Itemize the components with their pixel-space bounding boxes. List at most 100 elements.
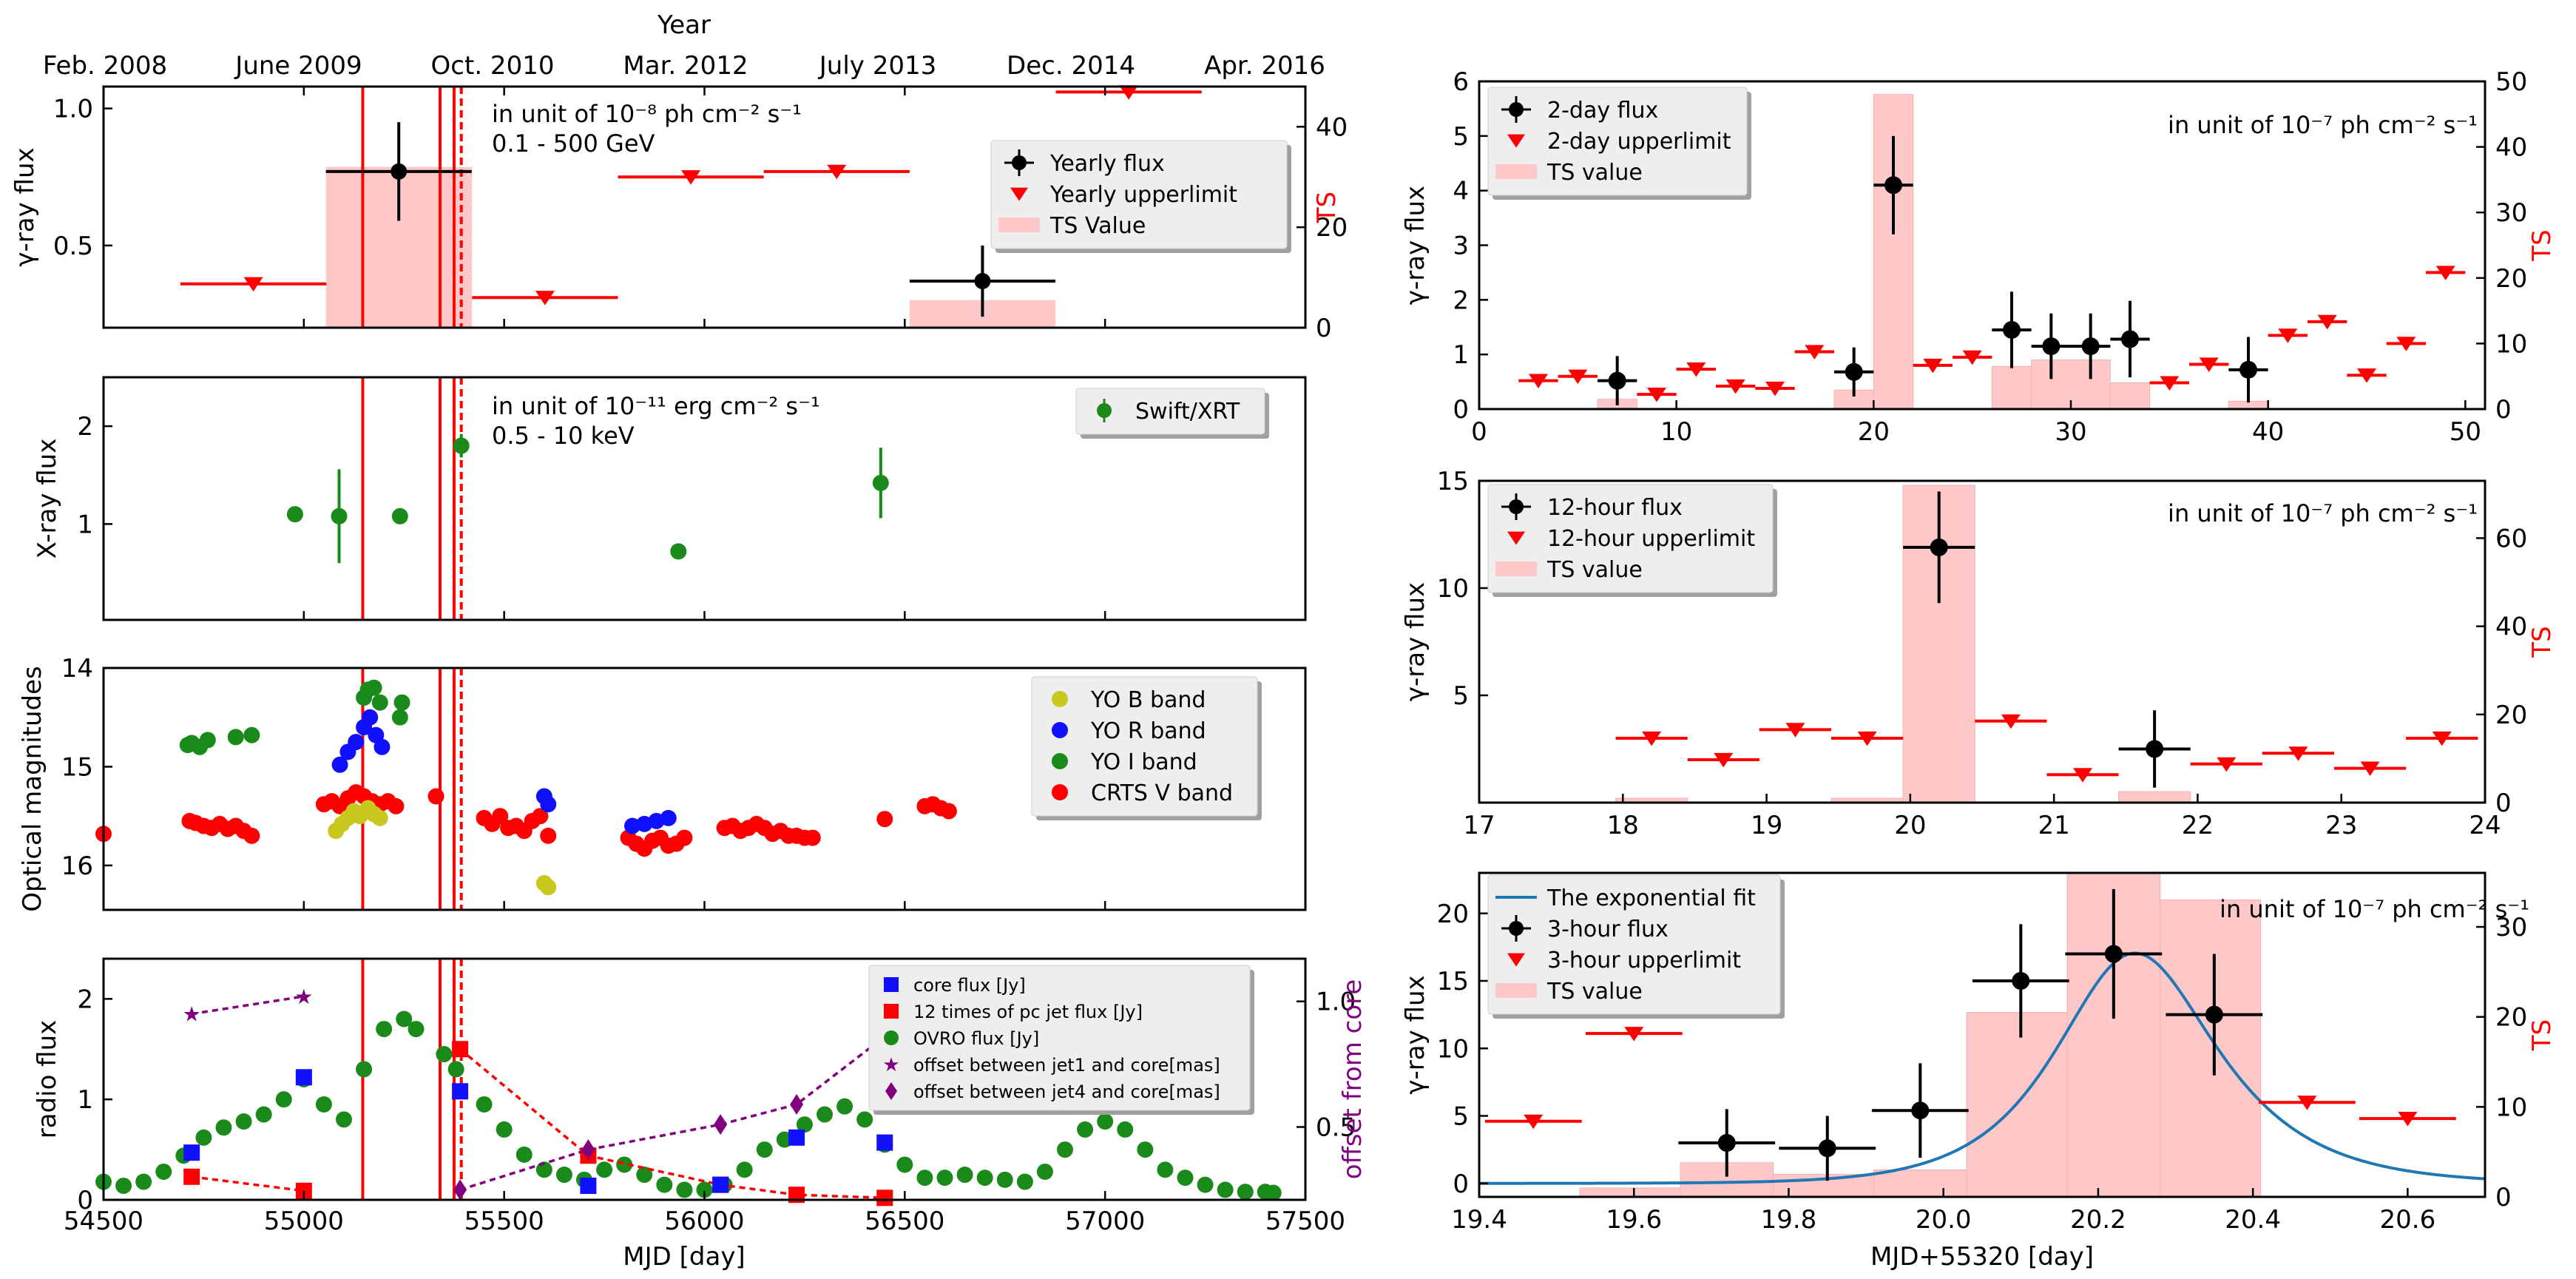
yearly-flux-point-0 bbox=[391, 163, 408, 180]
optical-i-point-8 bbox=[365, 679, 382, 696]
twoday-flux-point-1 bbox=[1845, 362, 1863, 381]
threehour-flux-point-2 bbox=[1911, 1101, 1930, 1120]
radio-ovro-point-53 bbox=[1157, 1161, 1174, 1178]
radio-legend-box bbox=[868, 965, 1251, 1111]
threehour-legend-box bbox=[1487, 874, 1781, 1015]
twoday-flux-point-0 bbox=[1608, 371, 1626, 390]
twoday-left-tick-label-6: 6 bbox=[1453, 67, 1469, 97]
radio-legend-icon-jet4 bbox=[885, 1082, 897, 1100]
radio-ovro-point-48 bbox=[1057, 1141, 1073, 1158]
threehour-right-tick-label-0: 0 bbox=[2495, 1183, 2512, 1212]
year-tick-2: Oct. 2010 bbox=[431, 51, 555, 81]
yearly-right-tick-label-2: 40 bbox=[1316, 112, 1348, 142]
radio-ylabel: radio flux bbox=[33, 1020, 62, 1139]
radio-core-flux-point-3 bbox=[580, 1177, 597, 1194]
twelve-hour-panel: 5 10 15 0 20 40 60 17 18 19 20 21 22 23 24 γ-ray flux TS… bbox=[1401, 467, 2557, 840]
radio-ovro-point-19 bbox=[476, 1096, 493, 1113]
twoday-legend-label-1: 2-day upperlimit bbox=[1547, 129, 1731, 155]
threehour-legend-label-0: The exponential fit bbox=[1546, 885, 1756, 911]
mjd-tick-4: 56500 bbox=[865, 1207, 944, 1236]
radio-legend-icon-jet1: ★ bbox=[882, 1054, 899, 1076]
threehour-legend-icon-flux bbox=[1509, 921, 1524, 936]
optical-r-point-12 bbox=[660, 809, 677, 826]
twoday-y2label: TS bbox=[2527, 229, 2557, 261]
twelvehour-upperlimit-marker-1 bbox=[1714, 752, 1734, 768]
twelvehour-left-tick-label-2: 15 bbox=[1437, 467, 1469, 496]
mjd-tick-6: 57500 bbox=[1265, 1207, 1345, 1236]
yearly-legend-box bbox=[990, 140, 1288, 249]
radio-ovro-point-56 bbox=[1217, 1181, 1234, 1198]
yearly-legend-icon-flux bbox=[1012, 155, 1027, 170]
radio-legend-label-4: offset between jet4 and core[mas] bbox=[913, 1081, 1220, 1102]
twoday-left-tick-label-1: 1 bbox=[1453, 340, 1469, 370]
radio-left-tick-label-1: 1 bbox=[77, 1085, 93, 1115]
twoday-upperlimit-marker-11 bbox=[2278, 328, 2298, 343]
radio-legend-label-0: core flux [Jy] bbox=[913, 975, 1026, 996]
radio-ovro-point-27 bbox=[636, 1167, 653, 1184]
twoday-right-tick-label-0: 0 bbox=[2495, 395, 2512, 425]
twelvehour-ylabel: γ-ray flux bbox=[1401, 582, 1430, 701]
radio-left-tick-label-0: 0 bbox=[77, 1186, 93, 1215]
twelvehour-left-tick-label-0: 5 bbox=[1453, 681, 1469, 711]
threehour-x-tick-label-3: 20.0 bbox=[1916, 1205, 1972, 1235]
mjd-tick-0: 54500 bbox=[64, 1207, 143, 1236]
threehour-legend-label-3: TS value bbox=[1546, 979, 1643, 1005]
threehour-right-tick-label-2: 20 bbox=[2495, 1003, 2527, 1033]
radio-offset-jet4-point-0 bbox=[453, 1179, 467, 1201]
twelvehour-flux-point-0 bbox=[1930, 538, 1948, 556]
radio-ovro-point-55 bbox=[1197, 1176, 1214, 1193]
twelvehour-right-tick-label-2: 40 bbox=[2495, 612, 2527, 642]
xray-point-3 bbox=[453, 437, 470, 454]
threehour-legend-icon-ts bbox=[1495, 983, 1537, 998]
radio-legend-label-3: offset between jet1 and core[mas] bbox=[913, 1055, 1220, 1076]
threehour-legend-label-1: 3-hour flux bbox=[1547, 917, 1669, 942]
optical-i-point-5 bbox=[243, 726, 260, 743]
radio-offset-jet1-line bbox=[191, 995, 305, 1016]
radio-ovro-point-1 bbox=[115, 1177, 132, 1194]
radio-ovro-point-37 bbox=[836, 1098, 853, 1115]
optical-v-point-54 bbox=[940, 803, 957, 820]
radio-ovro-point-52 bbox=[1137, 1141, 1154, 1158]
twelvehour-upperlimit-marker-2 bbox=[1785, 723, 1805, 738]
optical-i-point-9 bbox=[371, 694, 388, 711]
radio-ovro-point-49 bbox=[1077, 1121, 1094, 1138]
twelvehour-upperlimit-marker-0 bbox=[1642, 731, 1662, 746]
twoday-upperlimit-marker-14 bbox=[2396, 337, 2416, 351]
threehour-x-tick-label-5: 20.4 bbox=[2225, 1205, 2281, 1235]
radio-y2label: offset from core bbox=[1338, 979, 1368, 1180]
radio-jet-flux-line-early bbox=[191, 1175, 305, 1192]
twelvehour-upperlimit-marker-8 bbox=[2360, 761, 2380, 776]
xray-point-4 bbox=[670, 543, 687, 560]
xray-point-0 bbox=[286, 506, 303, 523]
threehour-y2label: TS bbox=[2527, 1019, 2557, 1051]
threehour-upperlimit-marker-3 bbox=[2398, 1112, 2418, 1127]
optical-v-point-28 bbox=[532, 808, 549, 825]
threehour-upperlimit-marker-1 bbox=[1624, 1027, 1644, 1042]
radio-ovro-point-47 bbox=[1036, 1163, 1053, 1180]
yearly-upperlimit-marker-4 bbox=[1119, 85, 1139, 100]
year-tick-1: June 2009 bbox=[234, 51, 362, 81]
radio-ovro-point-38 bbox=[856, 1111, 873, 1128]
year-axis-title: Year bbox=[657, 10, 711, 40]
year-tick-5: Dec. 2014 bbox=[1007, 51, 1135, 81]
radio-ovro-point-13 bbox=[356, 1061, 373, 1078]
radio-ovro-point-2 bbox=[135, 1173, 152, 1190]
threehour-legend-icon-upperlimit bbox=[1507, 953, 1525, 967]
yearly-flux-point-1 bbox=[974, 273, 991, 290]
twoday-right-tick-label-5: 50 bbox=[2495, 67, 2527, 97]
radio-legend-icon-ovro bbox=[884, 1030, 899, 1045]
radio-right-tick-label-1: 1.0 bbox=[1316, 988, 1356, 1017]
twelvehour-upperlimit-marker-6 bbox=[2217, 757, 2237, 772]
optical-v-point-29 bbox=[540, 827, 557, 844]
radio-jet-flux-point-0 bbox=[183, 1168, 200, 1185]
threehour-frame bbox=[1478, 871, 2487, 1198]
optical-v-point-19 bbox=[388, 797, 405, 814]
radio-ovro-point-6 bbox=[215, 1119, 232, 1136]
radio-ovro-point-7 bbox=[235, 1113, 252, 1130]
radio-jet-flux-point-1 bbox=[295, 1182, 312, 1199]
optical-v-point-20 bbox=[427, 788, 444, 805]
twoday-x-tick-label-4: 40 bbox=[2252, 417, 2284, 447]
twelvehour-x-tick-label-3: 20 bbox=[1894, 811, 1926, 840]
twoday-flux-point-7 bbox=[2239, 360, 2257, 379]
xray-left-tick-label-0: 1 bbox=[77, 510, 93, 539]
